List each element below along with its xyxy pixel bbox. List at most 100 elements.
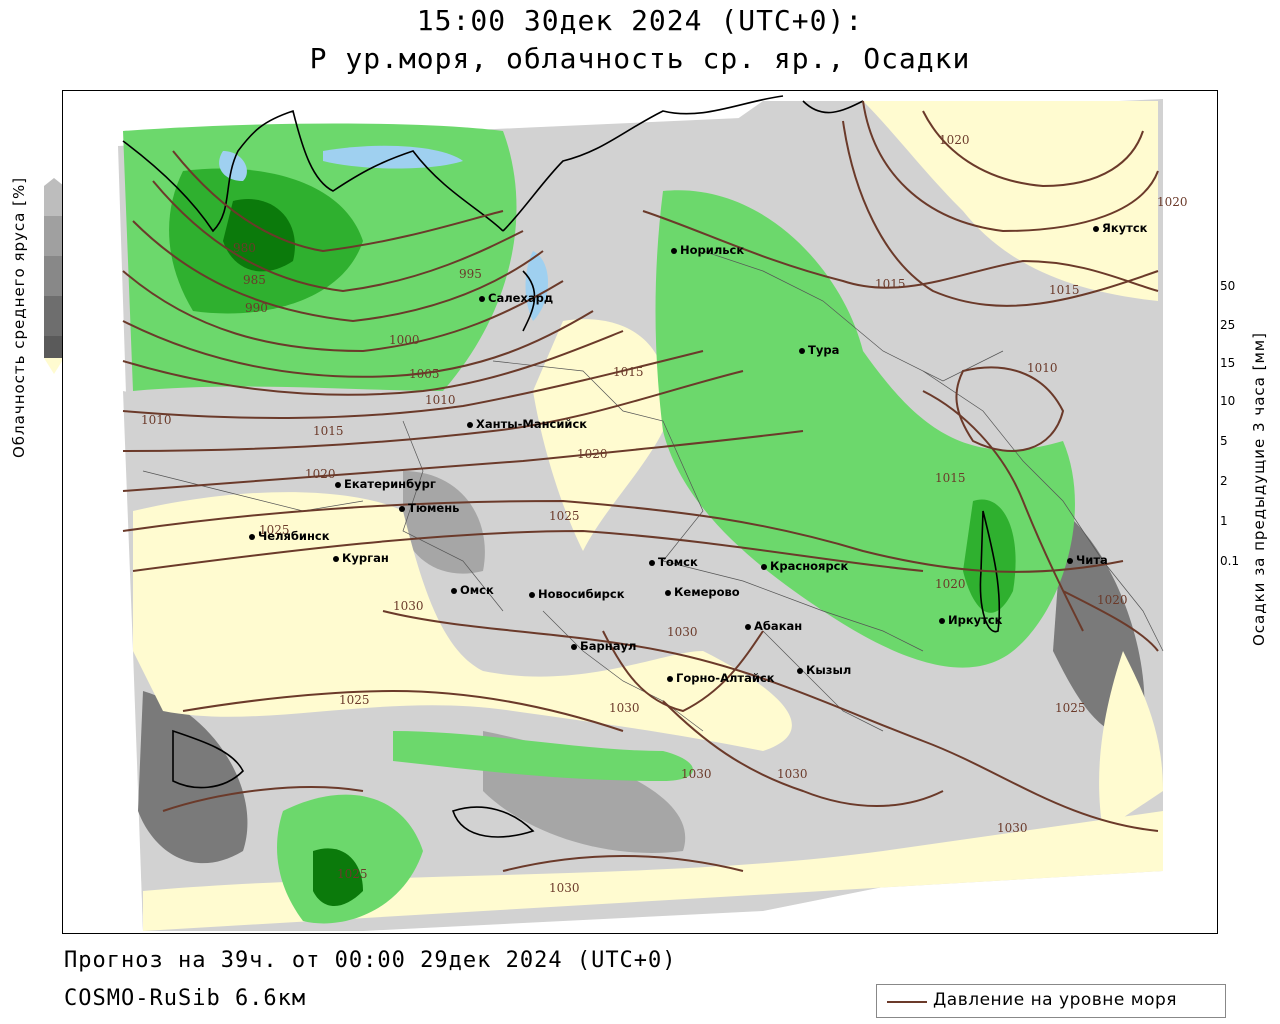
- city-marker: Салехард: [479, 291, 553, 305]
- isobar-label: 1015: [935, 471, 966, 485]
- city-dot: [335, 481, 341, 488]
- city-marker: Тюмень: [399, 501, 459, 515]
- isobar-label: 1025: [259, 523, 290, 537]
- isobar-label: 1020: [1157, 195, 1188, 209]
- city-label: Тюмень: [408, 501, 460, 515]
- city-marker: Новосибирск: [529, 587, 625, 601]
- precip-scale-label: Осадки за предыдущие 3 часа [мм]: [1250, 332, 1268, 646]
- isobar-label: 1020: [939, 133, 970, 147]
- isobar-label: 1000: [389, 333, 420, 347]
- precip-area: [313, 848, 363, 906]
- map-title: 15:00 30дек 2024 (UTC+0):: [416, 4, 864, 37]
- isobar-label: 1025: [1055, 701, 1086, 715]
- precip-tick: 10: [1220, 394, 1236, 408]
- isobar-lines: [122, 100, 1159, 872]
- coastlines: [122, 95, 1001, 838]
- city-label: Тура: [808, 343, 840, 357]
- isobar-label: 1030: [549, 881, 580, 895]
- city-dot: [399, 505, 405, 512]
- city-label: Новосибирск: [538, 587, 625, 601]
- isobar-label: 995: [459, 267, 482, 281]
- isobar-label: 1025: [549, 509, 580, 523]
- cloud-area: [123, 101, 1163, 931]
- pressure-legend-label: Давление на уровне моря: [933, 990, 1177, 1010]
- isobar-label: 980: [233, 241, 256, 255]
- city-marker: Челябинск: [249, 529, 330, 543]
- clear-area: [1099, 651, 1163, 831]
- city-dot: [667, 675, 673, 682]
- city-dot: [671, 247, 677, 254]
- city-label: Екатеринбург: [344, 477, 436, 491]
- city-marker: Иркутск: [939, 613, 1002, 627]
- city-dot: [571, 643, 577, 650]
- city-dot: [761, 563, 767, 570]
- city-label: Барнаул: [580, 639, 637, 653]
- city-dot: [451, 587, 457, 594]
- forecast-map: 980 985 990 995 1000 1005 1010 1010 1015…: [62, 90, 1218, 934]
- city-dot: [939, 617, 945, 624]
- precip-tick: 25: [1220, 318, 1236, 332]
- city-label: Кемерово: [674, 585, 740, 599]
- precip-tick: 1: [1220, 514, 1228, 528]
- city-marker: Кызыл: [797, 663, 851, 677]
- isobar-label: 1015: [875, 277, 906, 291]
- cloud-scale-segment: [44, 216, 64, 256]
- clear-area: [533, 319, 667, 551]
- isobar-label: 985: [243, 273, 266, 287]
- city-label: Иркутск: [948, 613, 1003, 627]
- isobar-label: 1020: [577, 447, 608, 461]
- precip-tick: 15: [1220, 356, 1236, 370]
- city-dot: [479, 295, 485, 302]
- isobar-label: 1010: [1027, 361, 1058, 375]
- city-marker: Чита: [1067, 553, 1108, 567]
- isobar-label: 990: [245, 301, 268, 315]
- clear-area: [863, 101, 1158, 301]
- cloud-scale-label: Облачность среднего яруса [%]: [10, 176, 28, 458]
- water-body: [525, 251, 548, 321]
- city-dot: [1093, 225, 1099, 232]
- city-marker: Якутск: [1093, 221, 1147, 235]
- city-marker: Томск: [649, 555, 698, 569]
- isobar-label: 1025: [339, 693, 370, 707]
- isobar-label: 1005: [409, 367, 440, 381]
- city-dot: [745, 623, 751, 630]
- city-marker: Омск: [451, 583, 494, 597]
- map-canvas: [118, 95, 1164, 931]
- city-marker: Тура: [799, 343, 839, 357]
- city-dot: [649, 559, 655, 566]
- cloud-mid-area: [403, 471, 485, 574]
- precip-area: [963, 499, 1016, 613]
- precip-tick: 0.1: [1220, 554, 1240, 568]
- isobar-label: 1015: [313, 424, 344, 438]
- isobar-label: 1030: [393, 599, 424, 613]
- city-dot: [799, 347, 805, 354]
- map-subtitle: P ур.моря, облачность ср. яр., Осадки: [309, 42, 971, 75]
- cloud-scale-segment: [44, 296, 64, 336]
- city-marker: Норильск: [671, 243, 744, 257]
- city-label: Томск: [658, 555, 698, 569]
- city-label: Норильск: [680, 243, 745, 257]
- city-label: Якутск: [1102, 221, 1148, 235]
- city-label: Горно-Алтайск: [676, 671, 775, 685]
- precip-area: [393, 731, 693, 781]
- clear-area: [133, 492, 792, 751]
- city-marker: Курган: [333, 551, 389, 565]
- isobar-label: 1030: [667, 625, 698, 639]
- city-label: Омск: [460, 583, 494, 597]
- precip-tick: 5: [1220, 434, 1228, 448]
- isobar-label: 1015: [613, 365, 644, 379]
- city-marker: Красноярск: [761, 559, 848, 573]
- cloud-dark-area: [138, 691, 248, 864]
- city-marker: Абакан: [745, 619, 802, 633]
- isobar-label: 1030: [777, 767, 808, 781]
- clear-area: [143, 811, 1163, 931]
- city-marker: Горно-Алтайск: [667, 671, 775, 685]
- isobar-label: 1025: [337, 867, 368, 881]
- pressure-line-swatch: [887, 1001, 927, 1003]
- forecast-info: Прогноз на 39ч. от 00:00 29дек 2024 (UTC…: [64, 948, 677, 973]
- city-dot: [333, 555, 339, 562]
- isobar-label: 1020: [1097, 593, 1128, 607]
- isobar-label: 1010: [425, 393, 456, 407]
- model-name: COSMO-RuSib 6.6км: [64, 986, 307, 1011]
- city-marker: Барнаул: [571, 639, 636, 653]
